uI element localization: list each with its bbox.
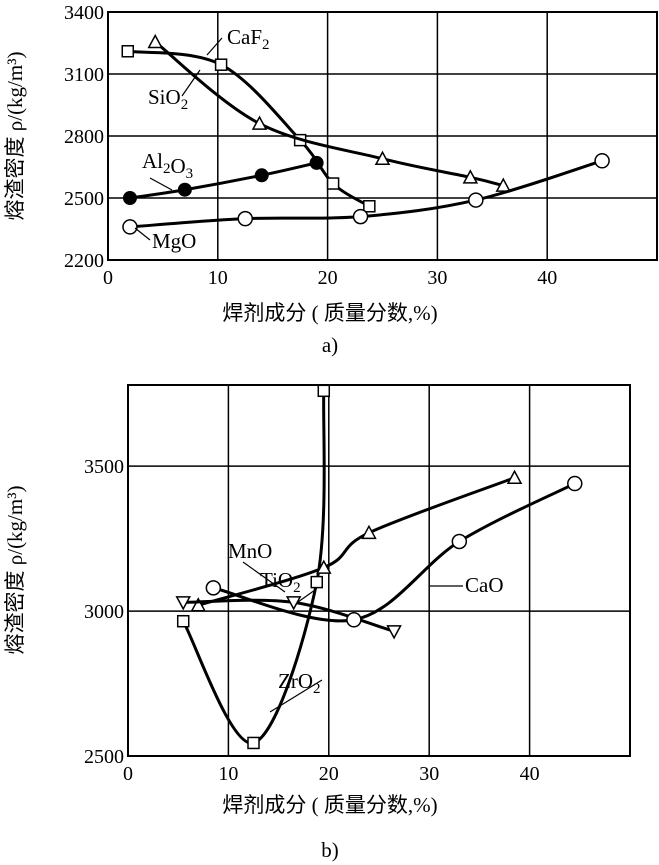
leader-line	[134, 227, 151, 241]
data-point	[285, 596, 302, 611]
leader-line	[242, 561, 286, 593]
y-axis-label: 熔渣密度 ρ/(kg/m³)	[3, 485, 27, 654]
data-point	[237, 210, 253, 227]
y-tick-label: 3100	[64, 64, 104, 86]
data-point	[190, 597, 207, 612]
data-point	[567, 475, 583, 492]
y-tick-label: 3000	[84, 601, 124, 623]
data-point	[462, 169, 479, 184]
data-point	[205, 580, 222, 596]
data-point	[495, 177, 512, 192]
series-line-2	[183, 598, 395, 633]
x-tick-label: 10	[218, 763, 238, 785]
series-line-0	[181, 390, 326, 745]
series-line-2	[129, 161, 317, 200]
x-tick-label: 20	[318, 267, 338, 289]
data-point	[468, 192, 484, 208]
y-tick-label: 2500	[84, 746, 124, 768]
data-point	[316, 559, 332, 574]
x-tick-label: 0	[123, 763, 133, 785]
x-tick-label: 40	[520, 763, 540, 785]
data-point	[310, 575, 324, 589]
series-label: TiO2	[260, 568, 301, 596]
data-point	[451, 533, 468, 550]
x-tick-label: 30	[419, 763, 439, 785]
subplot-label: b)	[321, 838, 339, 862]
subplot-label: a)	[322, 333, 338, 357]
data-point	[176, 614, 190, 628]
data-point	[506, 469, 523, 484]
data-point	[352, 208, 369, 225]
data-point	[594, 153, 610, 169]
data-point	[121, 45, 135, 58]
data-point	[247, 736, 260, 750]
y-tick-label: 3400	[64, 2, 104, 24]
series-line-0	[127, 49, 371, 208]
x-axis-label: 焊剂成分 ( 质量分数,%)	[222, 793, 437, 817]
y-axis-label: 熔渣密度 ρ/(kg/m³)	[3, 51, 27, 220]
data-point	[251, 115, 268, 130]
y-tick-label: 2800	[64, 126, 104, 148]
x-tick-label: 0	[103, 267, 113, 289]
x-tick-label: 10	[208, 267, 228, 289]
series-line-3	[213, 482, 576, 623]
data-point	[254, 168, 269, 183]
x-axis-label: 焊剂成分 ( 质量分数,%)	[222, 301, 437, 325]
series-label: CaO	[465, 573, 504, 597]
data-point	[309, 155, 324, 170]
series-label: MnO	[228, 539, 272, 563]
leader-line	[297, 589, 316, 603]
series-label: MgO	[152, 229, 196, 253]
series-line-1	[154, 40, 504, 188]
y-tick-label: 3500	[84, 456, 124, 478]
x-tick-label: 40	[537, 267, 557, 289]
data-point	[386, 625, 402, 640]
data-point	[147, 33, 163, 49]
data-point	[122, 219, 138, 235]
plot-frame	[107, 11, 658, 261]
series-label: ZrO2	[278, 669, 321, 697]
y-tick-label: 2200	[64, 250, 104, 272]
series-label: SiO2	[148, 85, 188, 113]
x-tick-label: 20	[319, 763, 339, 785]
data-point	[122, 191, 137, 205]
series-label: Al2O3	[142, 149, 193, 182]
data-point	[363, 200, 376, 213]
data-point	[214, 58, 228, 71]
plot-frame	[127, 384, 631, 757]
x-tick-label: 30	[427, 267, 447, 289]
leader-line	[206, 37, 223, 56]
y-tick-label: 2500	[64, 188, 104, 210]
series-label: CaF2	[227, 25, 270, 53]
data-point	[326, 177, 340, 190]
series-line-1	[197, 476, 516, 607]
data-point	[361, 524, 377, 540]
data-point	[317, 384, 331, 398]
data-point	[346, 612, 362, 628]
leader-line	[149, 177, 173, 191]
data-point	[177, 182, 192, 197]
data-point	[175, 596, 191, 611]
leader-line	[181, 69, 201, 97]
leader-line	[269, 679, 323, 713]
data-point	[374, 150, 391, 165]
